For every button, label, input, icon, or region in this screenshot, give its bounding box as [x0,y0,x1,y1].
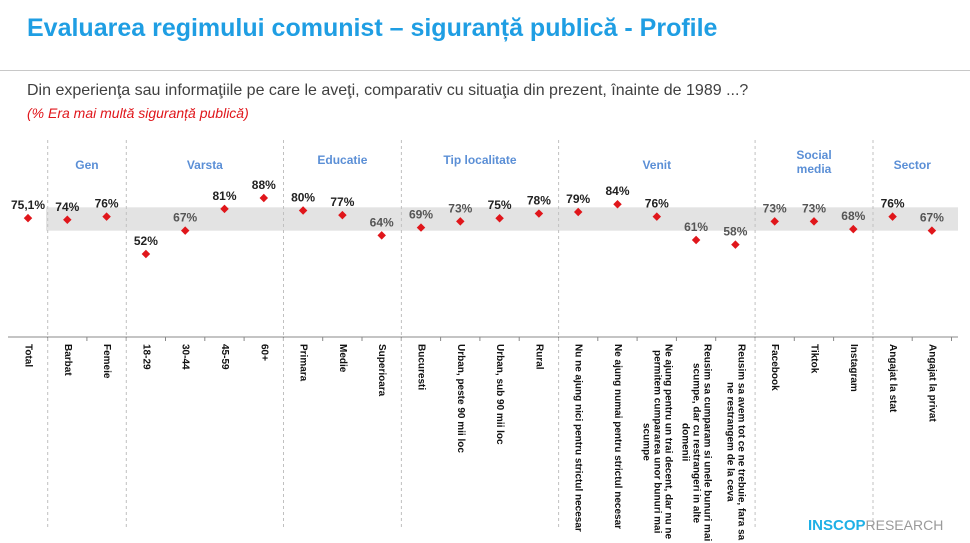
category-label: 30-44 [179,344,191,370]
page-title: Evaluarea regimului comunist – siguranță… [27,14,718,42]
category-label: Ne ajung numai pentru strictul necesar [612,344,623,530]
data-label: 75,1% [11,198,45,212]
data-point [141,249,151,259]
category-label: Angajat la stat [887,344,899,413]
data-label: 79% [566,192,590,206]
data-point [102,212,111,221]
data-point [731,240,740,249]
category-label: Nu ne ajung nici pentru strictul necesar [572,344,584,532]
category-label: 18-29 [140,344,152,370]
category-label: Reusim sa cumparam si unele bunuri mai s… [679,344,713,542]
data-label: 81% [212,189,236,203]
data-label: 69% [409,208,433,222]
logo-part-inscop: INSCOP [808,517,866,534]
category-label: Bucuresti [415,344,427,391]
category-label: Medie [336,344,348,373]
data-label: 77% [330,195,354,209]
data-label: 58% [723,225,747,239]
group-label: Venit [642,158,672,172]
category-label: Instagram [847,344,859,392]
category-label: Tiktok [808,344,820,374]
inscop-logo: INSCOPRESEARCH [808,517,943,534]
data-label: 76% [881,197,905,211]
data-point [220,204,229,214]
category-label: Urban, sub 90 mii loc [494,344,506,445]
measure-note: (% Era mai multă siguranță publică) [27,105,249,121]
data-label: 88% [252,178,276,192]
data-point [456,217,465,226]
group-label: Tip localitate [443,153,517,167]
data-point [613,199,622,209]
data-label: 67% [173,211,197,225]
data-label: 80% [291,190,315,204]
data-label: 78% [527,194,551,208]
group-label: Varsta [186,158,223,172]
data-label: 73% [448,201,472,215]
logo-part-research: RESEARCH [865,517,944,533]
data-point [259,193,269,203]
category-label: 45-59 [219,344,230,370]
category-label: Rural [533,344,545,370]
group-label: Sector [893,158,931,172]
data-label: 64% [370,215,394,229]
data-label: 84% [605,184,629,198]
data-point [298,206,308,215]
group-label: Gen [75,158,99,172]
data-label: 73% [763,201,787,215]
data-point [180,226,190,235]
data-label: 76% [95,197,119,211]
group-label: Educatie [317,153,368,167]
category-label: Superioara [376,344,388,397]
data-point [23,213,33,223]
data-label: 67% [920,211,944,225]
data-point [338,210,347,220]
category-label: Barbat [61,344,73,376]
data-point [691,235,701,245]
data-label: 75% [488,198,512,212]
category-label: Angajat la privat [926,344,938,422]
category-label: Femeie [101,344,113,379]
data-label: 68% [841,209,865,223]
group-label: Social media [796,148,832,176]
data-point [416,223,426,232]
category-label: Total [22,344,34,368]
title-divider [0,70,970,71]
category-label: Facebook [769,344,781,391]
data-label: 74% [55,200,79,214]
category-label: Primara [297,344,309,382]
data-label: 61% [684,220,708,234]
data-label: 73% [802,201,826,215]
question-text: Din experienţa sau informaţiile pe care … [27,82,749,99]
data-label: 52% [134,234,158,248]
data-point [495,213,504,223]
data-label: 76% [645,197,669,211]
category-label: Reusim sa avem tot ce ne trebuie, fara s… [724,344,747,541]
data-point [377,231,386,240]
category-label: 60+ [258,344,270,361]
category-label: Urban, peste 90 mii loc [454,344,466,453]
data-point [63,215,72,225]
category-label: Ne ajung pentru un trai decent, dar nu n… [640,344,674,540]
